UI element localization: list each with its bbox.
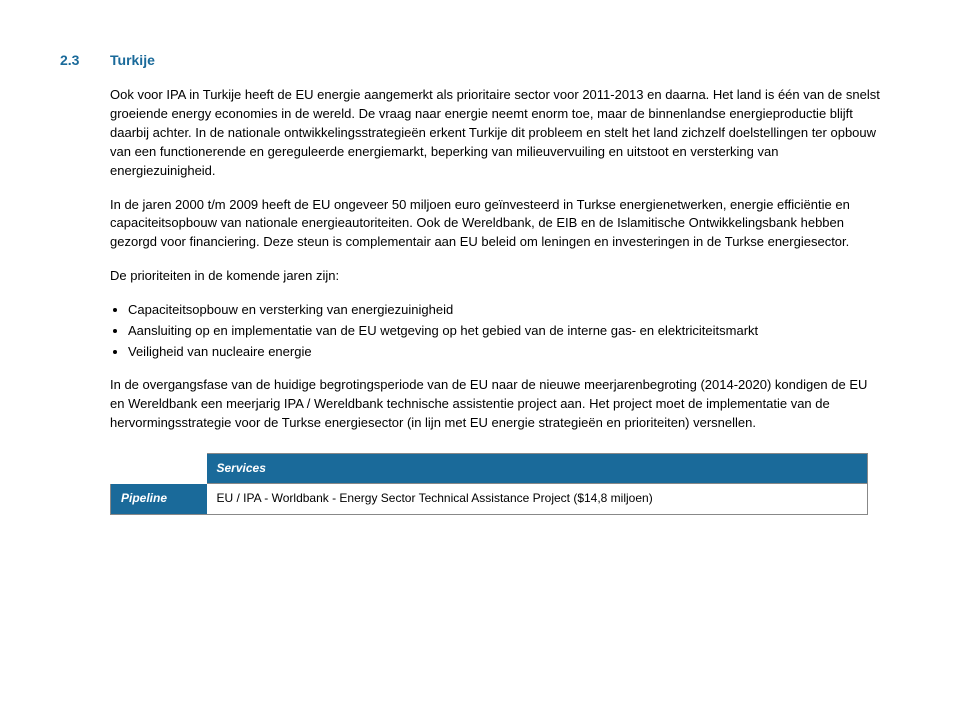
paragraph-4: In de overgangsfase van de huidige begro… (110, 376, 880, 433)
list-item: Capaciteitsopbouw en versterking van ene… (128, 301, 880, 320)
list-item: Veiligheid van nucleaire energie (128, 343, 880, 362)
priority-list: Capaciteitsopbouw en versterking van ene… (110, 301, 880, 362)
body-content: Ook voor IPA in Turkije heeft de EU ener… (110, 86, 880, 433)
table-row: Services (111, 453, 868, 483)
pipeline-body-cell: EU / IPA - Worldbank - Energy Sector Tec… (207, 484, 868, 514)
table-row: Pipeline EU / IPA - Worldbank - Energy S… (111, 484, 868, 514)
section-number: 2.3 (60, 50, 88, 70)
pipeline-label-cell: Pipeline (111, 484, 207, 514)
table-cell-empty (111, 453, 207, 483)
pipeline-table: Services Pipeline EU / IPA - Worldbank -… (110, 453, 868, 515)
paragraph-2: In de jaren 2000 t/m 2009 heeft de EU on… (110, 196, 880, 253)
paragraph-3: De prioriteiten in de komende jaren zijn… (110, 267, 880, 286)
section-heading: 2.3 Turkije (60, 50, 880, 70)
list-item: Aansluiting op en implementatie van de E… (128, 322, 880, 341)
section-title: Turkije (110, 50, 155, 70)
paragraph-1: Ook voor IPA in Turkije heeft de EU ener… (110, 86, 880, 180)
services-header-cell: Services (207, 453, 868, 483)
